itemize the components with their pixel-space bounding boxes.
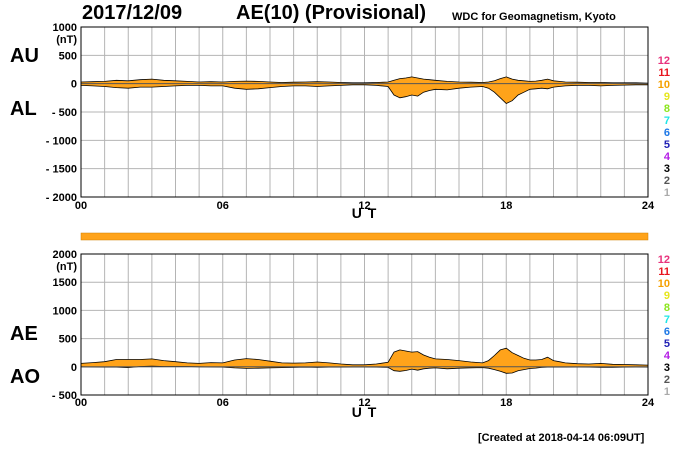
date-title: 2017/12/09 [82, 2, 183, 24]
panel1-x-tick-label: 24 [642, 200, 655, 212]
panel1-station-legend-10: 10 [658, 79, 670, 91]
panel2-x-tick-label: 12 [358, 397, 370, 409]
panel2-y-unit-label: (nT) [56, 261, 77, 273]
panel1-station-legend-12: 12 [658, 55, 670, 67]
panel1-y-tick-label: - 500 [52, 107, 77, 119]
panel2-station-legend-6: 6 [664, 326, 670, 338]
panel1-station-legend-1: 1 [664, 187, 670, 199]
panel1-station-legend-3: 3 [664, 163, 670, 175]
panel2-station-legend-8: 8 [664, 302, 670, 314]
panel2-station-legend-1: 1 [664, 386, 670, 398]
panel1-x-tick-label: 12 [358, 200, 370, 212]
panel2-y-tick-label: 0 [71, 362, 77, 374]
panel1-station-legend-2: 2 [664, 175, 670, 187]
source-label: WDC for Geomagnetism, Kyoto [452, 11, 616, 23]
panel1-x-axis-label: U T [352, 205, 378, 221]
panel1-station-legend-4: 4 [664, 151, 671, 163]
panel1-station-legend-6: 6 [664, 127, 670, 139]
panel1-y-tick-label: 500 [59, 50, 77, 62]
station-availability-bar [80, 232, 649, 241]
panel1-x-tick-label: 06 [217, 200, 229, 212]
panel2-station-legend-7: 7 [664, 314, 670, 326]
panel2-y-tick-label: 1000 [53, 305, 77, 317]
panel1-station-legend-7: 7 [664, 115, 670, 127]
panel1-plot-frame [80, 26, 649, 198]
panel1-y-tick-label: - 2000 [46, 192, 77, 204]
panel2-station-legend-3: 3 [664, 362, 670, 374]
index-title: AE(10) (Provisional) [236, 2, 427, 24]
panel1-x-tick-label: 00 [75, 200, 87, 212]
panel2-x-tick-label: 24 [642, 397, 655, 409]
panel2-station-legend-12: 12 [658, 254, 670, 266]
panel2-station-legend-10: 10 [658, 278, 670, 290]
panel2-plot-frame [80, 253, 649, 396]
panel2-series-ae-line [80, 347, 649, 366]
panel1-station-legend-11: 11 [658, 67, 670, 79]
panel1-series-al-line [80, 84, 648, 104]
panel2-y-tick-label: 1500 [53, 277, 77, 289]
panel2-side-label-ao: AO [10, 366, 40, 388]
panel1-y-unit-label: (nT) [56, 34, 77, 46]
panel1-y-tick-label: - 1500 [46, 164, 77, 176]
panel1-station-legend-5: 5 [664, 139, 670, 151]
panel2-station-legend-4: 4 [664, 350, 671, 362]
panel1-side-label-au: AU [10, 45, 39, 67]
panel2-x-tick-label: 06 [217, 397, 229, 409]
panel2-station-legend-2: 2 [664, 374, 670, 386]
panel2-station-legend-9: 9 [664, 290, 670, 302]
panel2-x-axis-label: U T [352, 404, 378, 420]
panel1-series-au-line [80, 76, 649, 84]
panel1-station-legend-9: 9 [664, 91, 670, 103]
panel1-station-legend-8: 8 [664, 103, 670, 115]
panel2-x-tick-label: 00 [75, 397, 87, 409]
panel1-x-tick-label: 18 [500, 200, 512, 212]
panel1-y-tick-label: 0 [71, 79, 77, 91]
panel1-y-tick-label: - 1000 [46, 135, 77, 147]
panel1-side-label-al: AL [10, 98, 37, 120]
panel2-y-tick-label: - 500 [52, 390, 77, 402]
created-timestamp: [Created at 2018-04-14 06:09UT] [478, 432, 645, 444]
panel2-station-legend-11: 11 [658, 266, 670, 278]
panel2-y-tick-label: 2000 [53, 249, 77, 261]
panel2-y-tick-label: 500 [59, 334, 77, 346]
panel1-y-tick-label: 1000 [53, 22, 77, 34]
panel2-side-label-ae: AE [10, 323, 38, 345]
panel2-station-legend-5: 5 [664, 338, 670, 350]
panel2-x-tick-label: 18 [500, 397, 512, 409]
